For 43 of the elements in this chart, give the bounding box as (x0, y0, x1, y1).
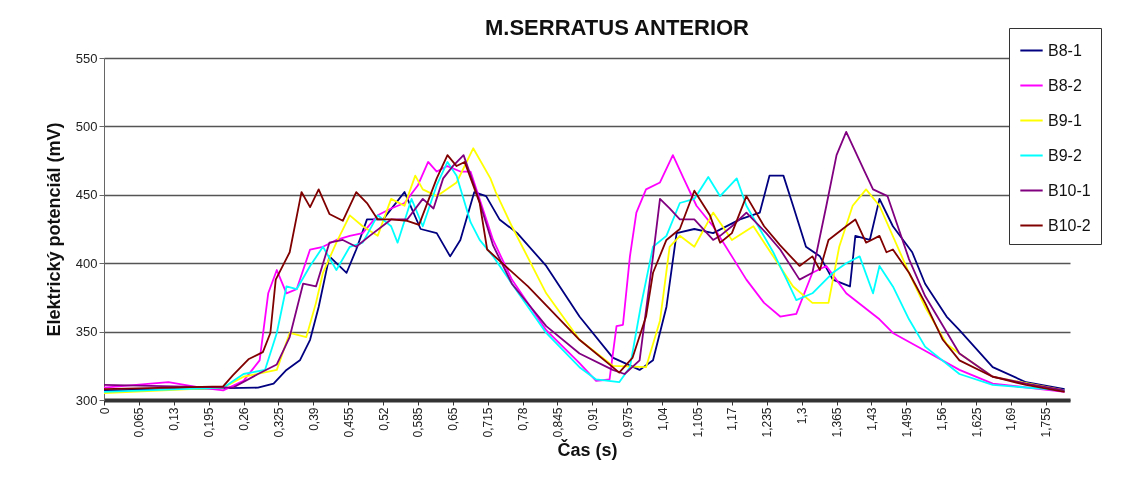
x-tick-label: 1,04 (655, 407, 670, 431)
legend-label: B9-1 (1048, 111, 1082, 129)
legend-label: B8-1 (1048, 41, 1082, 59)
legend-label: B8-2 (1048, 76, 1082, 94)
x-tick-label: 1,495 (899, 407, 914, 438)
legend-label: B10-2 (1048, 216, 1091, 234)
y-tick-label: 400 (75, 255, 98, 271)
x-tick-label: 1,17 (725, 407, 740, 431)
x-tick-label: 1,755 (1039, 407, 1054, 438)
x-tick-label: 0,975 (620, 407, 635, 438)
y-axis-title: Elektrický potenciál (mV) (43, 122, 64, 337)
x-tick-label: 0,585 (411, 407, 426, 438)
x-tick-label: 0,13 (167, 407, 182, 431)
x-tick-label: 1,69 (1004, 407, 1019, 431)
x-tick-label: 0,455 (341, 407, 356, 438)
y-tick-label: 300 (75, 392, 98, 408)
x-tick-label: 0 (97, 407, 112, 415)
y-tick-label: 450 (75, 187, 98, 203)
x-tick-label: 0,78 (516, 407, 531, 431)
x-tick-label: 1,365 (830, 407, 845, 438)
x-tick-label: 0,065 (132, 407, 147, 438)
x-tick-label: 0,325 (271, 407, 286, 438)
x-tick-label: 1,56 (934, 407, 949, 431)
x-tick-label: 1,235 (760, 407, 775, 438)
x-tick-label: 0,39 (306, 407, 321, 431)
x-tick-label: 1,43 (864, 407, 879, 431)
legend-label: B9-2 (1048, 146, 1082, 164)
x-tick-label: 0,91 (585, 407, 600, 431)
chart-title: M.SERRATUS ANTERIOR (485, 14, 750, 40)
x-axis-title: Čas (s) (557, 438, 618, 460)
x-tick-label: 0,65 (446, 407, 461, 431)
x-tick-label: 0,845 (550, 407, 565, 438)
legend-label: B10-1 (1048, 181, 1091, 199)
y-tick-label: 550 (75, 50, 98, 66)
x-tick-label: 0,52 (376, 407, 391, 431)
x-tick-label: 0,26 (237, 407, 252, 431)
x-tick-label: 0,715 (481, 407, 496, 438)
y-tick-label: 500 (75, 118, 98, 134)
x-tick-label: 0,195 (202, 407, 217, 438)
x-tick-label: 1,105 (690, 407, 705, 438)
x-tick-label: 1,625 (969, 407, 984, 438)
x-tick-label: 1,3 (795, 407, 810, 425)
y-tick-label: 350 (75, 324, 98, 340)
